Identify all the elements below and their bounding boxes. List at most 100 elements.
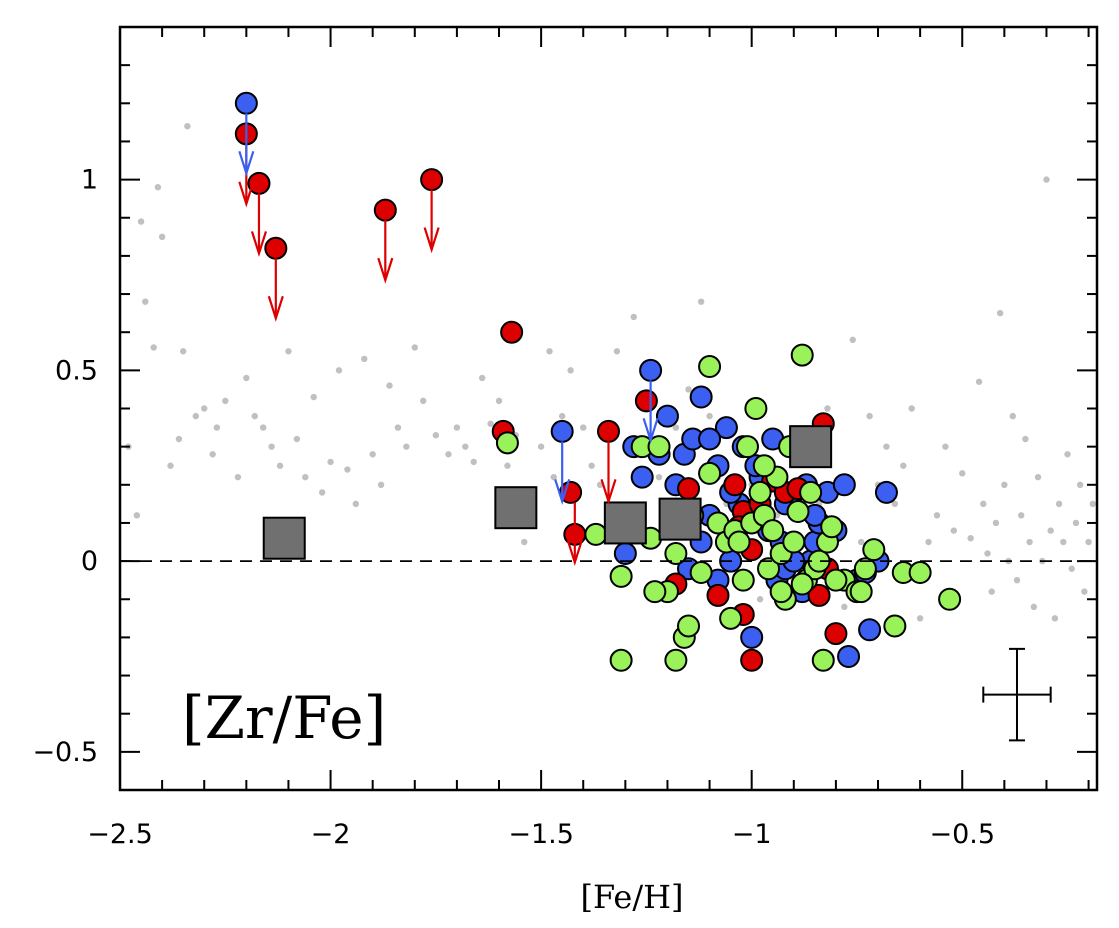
arrow-head [554, 479, 571, 506]
green-star-point [719, 606, 743, 630]
red-star-point [824, 622, 848, 646]
background-point [672, 424, 680, 431]
green-star-point [647, 435, 671, 459]
red-upper-limit-arrow [250, 193, 268, 258]
arrow-head [600, 479, 617, 506]
green-star-point [824, 568, 848, 592]
background-point [925, 538, 932, 546]
background-point [655, 473, 663, 481]
blue-star-point [874, 480, 898, 504]
background-point [222, 397, 229, 405]
arrow-head [267, 295, 284, 322]
green-star-point [757, 557, 781, 581]
blue-star-point [832, 473, 856, 497]
background-point [259, 424, 267, 431]
y-tick-label: 0.5 [55, 355, 98, 386]
panel-annotation-label: [Zr/Fe] [182, 684, 386, 752]
points-layer [125, 91, 1096, 672]
red-star-point [723, 473, 747, 497]
green-star-point [883, 614, 907, 638]
background-point [706, 412, 713, 420]
background-point [302, 473, 309, 481]
background-point [992, 519, 1000, 527]
blue-star-point [858, 618, 882, 642]
background-point [933, 512, 941, 519]
background-point [1064, 451, 1071, 458]
background-point [1089, 500, 1096, 508]
background-point [756, 596, 764, 603]
background-point [959, 470, 966, 477]
green-star-point [752, 454, 776, 478]
background-point [630, 313, 637, 321]
background-point [550, 473, 557, 481]
x-axis-label: [Fe/H] [580, 878, 683, 916]
background-point [192, 412, 200, 420]
background-point [420, 397, 427, 405]
green-star-point [731, 568, 755, 592]
mean-square-marker [262, 516, 306, 560]
background-point [213, 424, 221, 431]
background-point [849, 336, 856, 344]
green-star-point [609, 564, 633, 588]
blue-star-point [689, 385, 713, 409]
background-point [234, 473, 242, 481]
background-point [866, 412, 873, 420]
background-point [167, 462, 174, 469]
arrow-head [238, 181, 255, 208]
background-point [175, 435, 183, 443]
background-point [142, 298, 149, 305]
background-point [154, 184, 162, 191]
background-point [697, 298, 705, 305]
background-point [268, 443, 275, 450]
red-star-point [373, 198, 397, 222]
background-point [276, 462, 284, 469]
background-point [403, 443, 410, 450]
background-point [432, 432, 440, 439]
background-point [1072, 519, 1080, 527]
red-upper-limit-arrow [566, 502, 583, 567]
background-point [685, 386, 692, 393]
green-star-point [698, 461, 722, 485]
blue-upper-limit-arrow [554, 441, 571, 506]
blue-star-point [234, 91, 258, 115]
mean-square-marker [603, 501, 647, 545]
background-point [883, 443, 890, 450]
error-bar [982, 647, 1052, 742]
background-point [1013, 576, 1021, 584]
green-star-point [643, 580, 667, 604]
green-star-point [744, 397, 768, 420]
y-tick-label: 0 [81, 546, 98, 577]
background-point [950, 527, 958, 534]
arrow-head [238, 150, 255, 177]
y-tick-label: 1 [81, 165, 98, 196]
blue-star-point [837, 644, 861, 668]
blue-star-point [639, 358, 663, 382]
background-point [841, 603, 848, 611]
background-point [369, 451, 376, 458]
green-star-point [584, 522, 608, 546]
background-point [201, 405, 208, 412]
green-star-point [689, 561, 713, 585]
background-point [1026, 538, 1033, 546]
blue-star-point [550, 419, 574, 443]
green-star-point [799, 480, 823, 504]
background-point [137, 218, 145, 225]
green-star-point [698, 355, 722, 379]
background-point [335, 367, 343, 374]
green-star-point [862, 538, 886, 562]
green-star-point [782, 530, 806, 554]
background-point [537, 443, 545, 450]
background-point [1081, 588, 1088, 595]
background-point [504, 462, 511, 469]
green-star-point [748, 480, 772, 504]
background-point [1055, 500, 1063, 508]
x-tick-label: −1.5 [508, 819, 574, 850]
background-point [1085, 538, 1092, 546]
green-star-point [790, 572, 814, 596]
background-point [285, 348, 292, 355]
red-star-point [264, 236, 288, 260]
blue-upper-limit-arrow [238, 113, 255, 177]
background-point [996, 309, 1004, 317]
background-point [967, 535, 974, 542]
background-point [1047, 527, 1054, 534]
